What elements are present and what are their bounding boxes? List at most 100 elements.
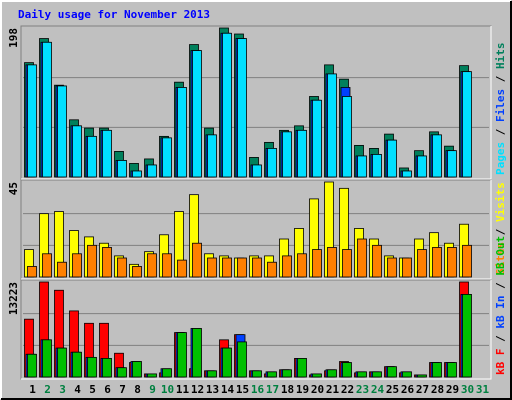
legend-separator: / xyxy=(494,276,507,296)
bar xyxy=(357,371,367,378)
x-tick-label: 1 xyxy=(29,383,36,396)
bar xyxy=(27,64,37,178)
bar xyxy=(207,370,217,378)
bar xyxy=(417,374,427,378)
x-tick-label: 2 xyxy=(44,383,51,396)
x-tick-label: 18 xyxy=(281,383,294,396)
bar xyxy=(432,134,442,178)
bar xyxy=(267,148,277,178)
bar xyxy=(447,150,457,178)
legend-entry: kB In xyxy=(494,296,507,329)
x-tick-label: 24 xyxy=(371,383,385,396)
y-tick-label: 13223 xyxy=(7,282,20,315)
bar xyxy=(162,137,172,178)
bar xyxy=(237,341,247,378)
bar xyxy=(387,366,397,378)
legend-separator: / xyxy=(494,222,507,242)
x-tick-label: 5 xyxy=(89,383,96,396)
bar xyxy=(192,50,202,178)
bar xyxy=(237,38,247,178)
bar xyxy=(57,85,67,178)
bar xyxy=(42,253,52,278)
x-tick-label: 11 xyxy=(176,383,190,396)
bar xyxy=(72,351,82,378)
bar xyxy=(252,257,262,278)
bar xyxy=(402,170,412,178)
chart-title: Daily usage for November 2013 xyxy=(18,8,210,21)
legend-entry: Files xyxy=(494,89,507,122)
bar xyxy=(297,253,307,278)
bar xyxy=(297,129,307,178)
bar xyxy=(177,259,187,278)
legend-entry: kB F xyxy=(494,349,507,376)
bar xyxy=(192,328,202,378)
bar xyxy=(57,261,67,278)
bar xyxy=(147,253,157,278)
x-tick-label: 25 xyxy=(386,383,399,396)
bar xyxy=(132,170,142,178)
bar xyxy=(27,266,37,278)
legend-entry: Visits xyxy=(494,182,507,222)
bar xyxy=(57,347,67,378)
bar xyxy=(327,247,337,278)
x-tick-label: 7 xyxy=(119,383,126,396)
x-tick-label: 30 xyxy=(461,383,474,396)
bar xyxy=(387,139,397,178)
bar xyxy=(447,247,457,278)
legend-entry: kB Out xyxy=(494,236,507,276)
bar xyxy=(102,129,112,178)
bar xyxy=(462,294,472,378)
bar xyxy=(387,257,397,278)
bar xyxy=(162,368,172,378)
bar xyxy=(357,238,367,278)
legend-separator: / xyxy=(494,69,507,89)
bar xyxy=(207,134,217,178)
bar xyxy=(402,257,412,278)
x-tick-label: 17 xyxy=(266,383,279,396)
bar xyxy=(192,242,202,278)
x-tick-label: 27 xyxy=(416,383,429,396)
bar xyxy=(222,347,232,378)
bar xyxy=(72,125,82,178)
y-tick-label: 45 xyxy=(7,182,20,195)
bar xyxy=(177,87,187,178)
bar xyxy=(42,339,52,378)
x-tick-label: 26 xyxy=(401,383,415,396)
bar xyxy=(132,361,142,378)
bar xyxy=(87,244,97,278)
x-tick-label: 8 xyxy=(134,383,141,396)
x-tick-label: 15 xyxy=(236,383,249,396)
bar xyxy=(312,249,322,278)
bar xyxy=(432,362,442,378)
x-tick-label: 16 xyxy=(251,383,265,396)
bar xyxy=(402,371,412,378)
bar xyxy=(357,155,367,178)
x-tick-label: 21 xyxy=(326,383,340,396)
bar xyxy=(327,369,337,378)
legend-entry: Sites xyxy=(494,242,507,275)
bar xyxy=(237,257,247,278)
x-tick-label: 13 xyxy=(206,383,219,396)
bar xyxy=(267,371,277,378)
bar xyxy=(372,154,382,178)
bar xyxy=(102,247,112,278)
bar xyxy=(342,96,352,178)
legend-entry: Pages xyxy=(494,142,507,175)
bar xyxy=(462,71,472,178)
legend: Pages / Files / Hits xyxy=(494,43,507,176)
x-tick-label: 31 xyxy=(476,383,490,396)
x-tick-label: 29 xyxy=(446,383,459,396)
panel-edge xyxy=(21,280,492,380)
bar xyxy=(117,257,127,278)
x-tick-label: 28 xyxy=(431,383,444,396)
bar xyxy=(147,373,157,378)
bar xyxy=(132,266,142,278)
bar xyxy=(147,164,157,178)
x-tick-label: 10 xyxy=(161,383,174,396)
panel-edge xyxy=(21,26,492,180)
x-tick-label: 19 xyxy=(296,383,309,396)
bar xyxy=(102,358,112,378)
x-tick-label: 23 xyxy=(356,383,369,396)
